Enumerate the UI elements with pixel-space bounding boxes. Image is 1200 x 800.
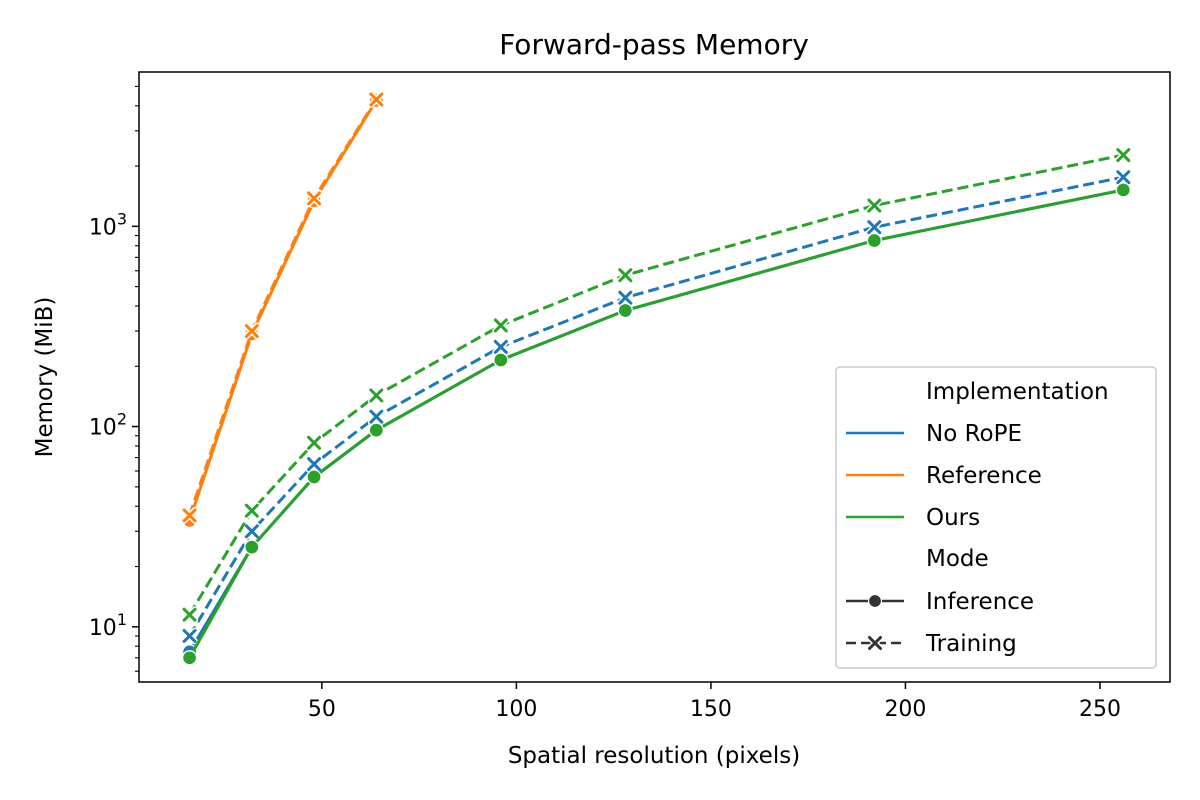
point-no-rope-training-48 bbox=[305, 455, 323, 473]
marker-x bbox=[867, 198, 882, 213]
y-axis: 101 102 103 bbox=[89, 85, 139, 672]
point-no-rope-training-16 bbox=[181, 627, 199, 645]
series-line-reference-training bbox=[188, 98, 378, 516]
y-tick-label-1000: 103 bbox=[89, 209, 127, 240]
point-ours-training-64 bbox=[367, 386, 385, 404]
point-reference-training-16 bbox=[181, 506, 199, 524]
point-reference-training-64 bbox=[367, 91, 385, 109]
marker-x bbox=[307, 191, 322, 206]
legend-title-implementation: Implementation bbox=[926, 379, 1109, 405]
legend-marker-inference bbox=[867, 593, 883, 609]
point-no-rope-training-32 bbox=[243, 522, 261, 540]
x-tick-label-150: 150 bbox=[690, 697, 732, 722]
point-ours-training-256 bbox=[1114, 146, 1132, 164]
point-ours-inference-96 bbox=[493, 352, 509, 368]
marker-x bbox=[1116, 170, 1131, 185]
chart-title: Forward-pass Memory bbox=[499, 28, 809, 61]
marker-x bbox=[244, 503, 259, 518]
marker-x bbox=[618, 290, 633, 305]
marker-x bbox=[493, 339, 508, 354]
legend-title-mode: Mode bbox=[926, 546, 989, 572]
point-reference-training-48 bbox=[305, 189, 323, 207]
marker-x bbox=[867, 220, 882, 235]
point-no-rope-training-64 bbox=[367, 408, 385, 426]
legend-label-inference: Inference bbox=[926, 589, 1034, 615]
marker-x bbox=[618, 268, 633, 283]
legend: Implementation No RoPE Reference Ours Mo… bbox=[835, 366, 1157, 669]
legend-label-training: Training bbox=[925, 631, 1017, 657]
y-tick-label-10: 101 bbox=[89, 610, 127, 641]
marker-x bbox=[1116, 148, 1131, 163]
marker-x bbox=[182, 508, 197, 523]
marker-x bbox=[369, 388, 384, 403]
x-tick-label-200: 200 bbox=[884, 697, 926, 722]
point-no-rope-training-256 bbox=[1114, 168, 1132, 186]
marker-x bbox=[307, 435, 322, 450]
point-ours-training-48 bbox=[305, 434, 323, 452]
point-ours-inference-256 bbox=[1115, 182, 1131, 198]
series-line-ours-training bbox=[188, 153, 1124, 616]
marker-x bbox=[493, 318, 508, 333]
point-reference-training-32 bbox=[243, 322, 261, 340]
point-ours-training-16 bbox=[181, 606, 199, 624]
legend-box bbox=[835, 366, 1157, 669]
y-tick-label-100: 102 bbox=[89, 410, 127, 441]
marker-x bbox=[369, 92, 384, 107]
point-no-rope-training-128 bbox=[616, 289, 634, 307]
marker-x bbox=[244, 524, 259, 539]
marker-x bbox=[182, 607, 197, 622]
point-ours-inference-48 bbox=[306, 469, 322, 485]
point-no-rope-training-96 bbox=[492, 338, 510, 356]
point-ours-training-32 bbox=[243, 502, 261, 520]
y-axis-label: Memory (MiB) bbox=[32, 297, 58, 458]
series-line-no-rope-training bbox=[188, 175, 1124, 637]
legend-label-ours: Ours bbox=[926, 505, 980, 531]
x-tick-label-50: 50 bbox=[308, 697, 336, 722]
point-ours-training-128 bbox=[616, 266, 634, 284]
series-layer bbox=[181, 91, 1132, 666]
point-ours-inference-192 bbox=[866, 232, 882, 249]
legend-marker-training-x bbox=[868, 636, 882, 650]
x-tick-label-100: 100 bbox=[495, 697, 537, 722]
marker-x bbox=[182, 628, 197, 643]
point-ours-training-96 bbox=[492, 316, 510, 334]
point-ours-training-192 bbox=[865, 197, 883, 215]
x-axis-label: Spatial resolution (pixels) bbox=[508, 743, 800, 769]
legend-label-no-rope: No RoPE bbox=[926, 421, 1022, 447]
x-tick-label-250: 250 bbox=[1079, 697, 1121, 722]
point-ours-inference-32 bbox=[244, 539, 260, 555]
plot-frame bbox=[138, 71, 1171, 683]
marker-x bbox=[369, 409, 384, 424]
point-ours-inference-16 bbox=[181, 650, 198, 666]
legend-label-reference: Reference bbox=[926, 463, 1042, 489]
series-line-ours-inference bbox=[188, 188, 1124, 659]
x-axis: 50 100 150 200 250 bbox=[308, 682, 1121, 722]
point-ours-inference-128 bbox=[617, 302, 633, 319]
point-no-rope-training-192 bbox=[865, 218, 883, 236]
marker-x bbox=[307, 457, 322, 472]
point-ours-inference-64 bbox=[368, 422, 384, 438]
marker-x bbox=[244, 324, 259, 339]
